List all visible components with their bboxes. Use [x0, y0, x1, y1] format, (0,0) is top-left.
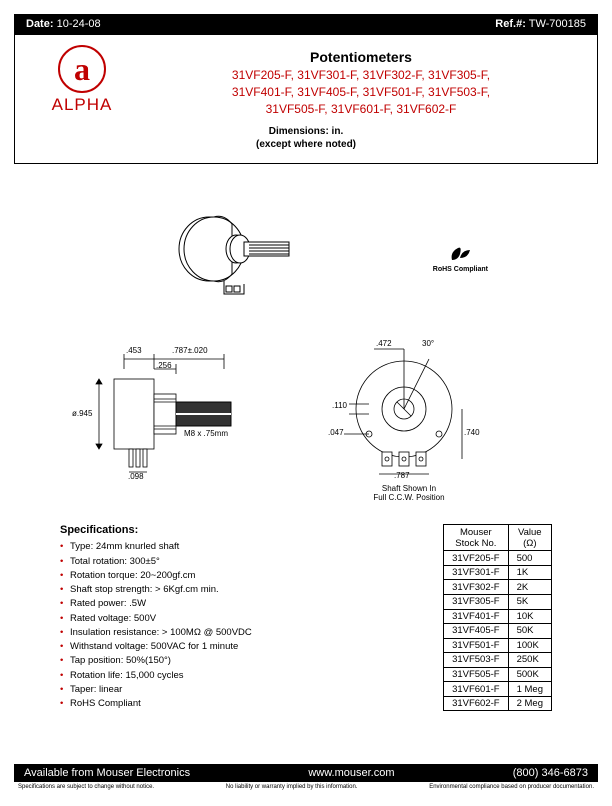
table-header-row: Mouser Stock No. Value (Ω) [444, 525, 552, 551]
spec-item: Rated voltage: 500V [60, 612, 413, 626]
dim-787f: .787 [394, 471, 410, 480]
parts-line-2: 31VF401-F, 31VF405-F, 31VF501-F, 31VF503… [137, 84, 585, 101]
rohs-label: RoHS Compliant [433, 266, 488, 273]
ref-value: TW-700185 [529, 18, 586, 30]
spec-item: Rotation life: 15,000 cycles [60, 669, 413, 683]
ref-block: Ref.#: TW-700185 [495, 18, 586, 30]
shaft-caption: Shaft Shown In Full C.C.W. Position [369, 484, 449, 502]
footer-black-bar: Available from Mouser Electronics www.mo… [14, 764, 598, 782]
spec-item: Tap position: 50%(150°) [60, 654, 413, 668]
footer: Available from Mouser Electronics www.mo… [14, 764, 598, 792]
leaf-icon [433, 244, 488, 266]
spec-item: RoHS Compliant [60, 697, 413, 711]
dim-110: .110 [332, 401, 347, 410]
footer-left: Available from Mouser Electronics [24, 767, 190, 779]
dim-m8: M8 x .75mm [184, 429, 228, 438]
spec-item: Total rotation: 300±5° [60, 555, 413, 569]
dimensions-note: Dimensions: in. (except where noted) [27, 125, 585, 151]
table-row: 31VF305-F5K [444, 595, 552, 610]
dim-line-2: (except where noted) [256, 139, 356, 150]
disc-1: Specifications are subject to change wit… [18, 784, 154, 790]
part-numbers: 31VF205-F, 31VF301-F, 31VF302-F, 31VF305… [137, 67, 585, 117]
logo-letter: a [74, 51, 90, 88]
specs-list: Specifications: Type: 24mm knurled shaft… [60, 524, 413, 711]
isometric-drawing [174, 204, 314, 304]
title-box: a ALPHA Potentiometers 31VF205-F, 31VF30… [14, 34, 598, 164]
dim-256: .256 [156, 361, 172, 370]
specs-ul: Type: 24mm knurled shaft Total rotation:… [60, 540, 413, 711]
disc-2: No liability or warranty implied by this… [226, 784, 358, 790]
ref-label: Ref.#: [495, 18, 526, 30]
logo-icon: a [58, 45, 106, 93]
logo-block: a ALPHA [27, 45, 137, 115]
value-table: Mouser Stock No. Value (Ω) 31VF205-F500 … [443, 524, 552, 711]
date-value: 10-24-08 [57, 18, 101, 30]
th-value: Value (Ω) [508, 525, 551, 551]
dim-047: .047 [328, 428, 344, 437]
table-row: 31VF501-F100K [444, 638, 552, 653]
footer-disclaimer: Specifications are subject to change wit… [14, 782, 598, 792]
spec-item: Insulation resistance: > 100MΩ @ 500VDC [60, 626, 413, 640]
disc-3: Environmental compliance based on produc… [429, 784, 594, 790]
title-main: Potentiometers [137, 49, 585, 65]
rohs-badge: RoHS Compliant [433, 244, 488, 273]
footer-right: (800) 346-6873 [513, 767, 588, 779]
spec-item: Withstand voltage: 500VAC for 1 minute [60, 640, 413, 654]
table-row: 31VF301-F1K [444, 565, 552, 580]
footer-center: www.mouser.com [308, 767, 394, 779]
caption-1: Shaft Shown In [382, 484, 436, 493]
front-view-drawing: .472 30° .110 .047 .740 .787 Shaft Shown… [314, 334, 494, 504]
title-row: a ALPHA Potentiometers 31VF205-F, 31VF30… [27, 45, 585, 117]
caption-2: Full C.C.W. Position [373, 493, 444, 502]
specs-section: Specifications: Type: 24mm knurled shaft… [60, 524, 552, 711]
parts-line-3: 31VF505-F, 31VF601-F, 31VF602-F [137, 101, 585, 118]
spec-item: Rated power: .5W [60, 597, 413, 611]
date-label: Date: [26, 18, 54, 30]
specs-title: Specifications: [60, 524, 413, 536]
dim-line-1: Dimensions: in. [269, 126, 343, 137]
table-row: 31VF601-F1 Meg [444, 682, 552, 697]
spec-item: Rotation torque: 20~200gf.cm [60, 569, 413, 583]
dim-453: .453 [126, 346, 142, 355]
th-stock: Mouser Stock No. [444, 525, 509, 551]
dim-30deg: 30° [422, 339, 434, 348]
diagram-area: RoHS Compliant [14, 194, 598, 514]
date-block: Date: 10-24-08 [26, 18, 101, 30]
spec-item: Type: 24mm knurled shaft [60, 540, 413, 554]
table-row: 31VF503-F250K [444, 653, 552, 668]
table-row: 31VF405-F50K [444, 624, 552, 639]
spec-item: Taper: linear [60, 683, 413, 697]
table-row: 31VF401-F10K [444, 609, 552, 624]
parts-line-1: 31VF205-F, 31VF301-F, 31VF302-F, 31VF305… [137, 67, 585, 84]
dim-098: .098 [128, 472, 144, 481]
dim-740: .740 [464, 428, 480, 437]
spec-item: Shaft stop strength: > 6Kgf.cm min. [60, 583, 413, 597]
dim-787: .787±.020 [172, 346, 208, 355]
dim-945: ø.945 [72, 409, 92, 418]
dim-472: .472 [376, 339, 392, 348]
title-text: Potentiometers 31VF205-F, 31VF301-F, 31V… [137, 45, 585, 117]
table-row: 31VF505-F500K [444, 667, 552, 682]
table-row: 31VF602-F2 Meg [444, 696, 552, 711]
table-row: 31VF205-F500 [444, 551, 552, 566]
header-bar: Date: 10-24-08 Ref.#: TW-700185 [14, 14, 598, 34]
side-view-drawing: .453 .787±.020 .256 ø.945 M8 x .75mm .09… [84, 344, 284, 484]
table-row: 31VF302-F2K [444, 580, 552, 595]
logo-text: ALPHA [27, 95, 137, 115]
